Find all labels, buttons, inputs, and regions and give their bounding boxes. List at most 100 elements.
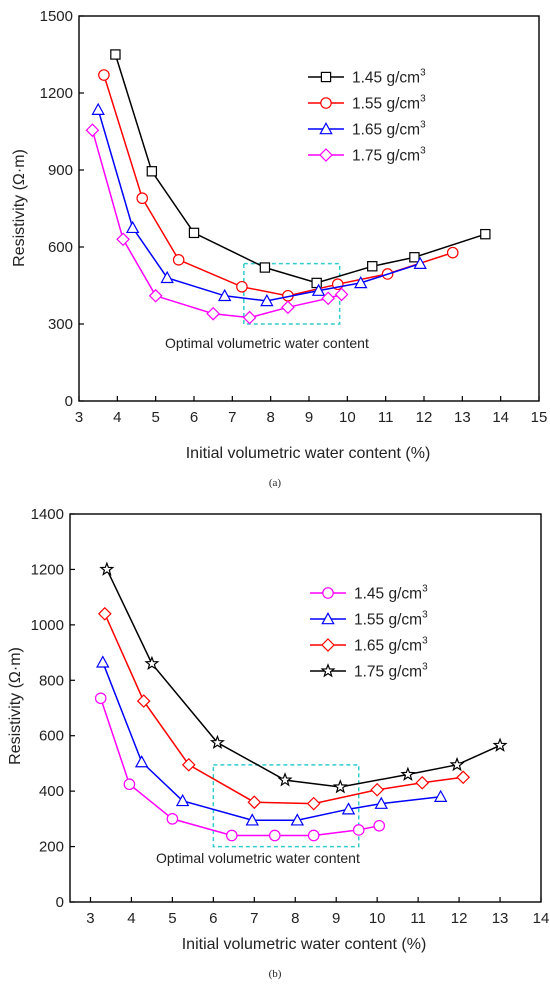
legend-label-superscript: 3 [420,120,426,131]
data-point [354,275,368,289]
x-tick-label: 14 [533,910,550,927]
x-tick-label: 9 [305,409,313,426]
legend-label: 1.55 g/cm3 [354,610,428,629]
data-point [247,795,262,810]
legend-entry: 1.65 g/cm3 [308,120,426,139]
legend-label-superscript: 3 [422,584,428,595]
series-line [104,613,464,805]
data-point [209,734,225,750]
x-tick-label: 13 [454,409,471,426]
legend-marker [321,638,335,652]
data-point [307,829,320,842]
series-4 [85,123,349,325]
series-3 [91,102,427,307]
data-point [409,252,420,263]
data-point [374,796,388,809]
data-point [160,270,174,284]
y-tick-label: 1200 [31,561,64,578]
x-tick-label: 6 [190,409,198,426]
y-tick-label: 600 [48,239,73,256]
data-point [400,766,416,781]
legend-label: 1.65 g/cm3 [354,636,428,655]
data-point [321,291,336,306]
y-tick-label: 300 [48,316,73,333]
series-3 [97,606,471,811]
data-point [268,829,281,842]
y-tick-label: 600 [39,728,64,745]
legend-entry: 1.45 g/cm3 [308,68,426,87]
y-tick-label: 1500 [40,8,73,25]
data-point [94,692,107,705]
data-point [277,772,293,787]
data-point [415,775,430,790]
y-tick-label: 900 [48,162,73,179]
data-point [281,300,295,315]
data-point [188,227,200,239]
optimal-region-box [212,764,360,848]
data-point [260,293,274,307]
data-point [332,779,348,794]
data-point [116,232,130,247]
x-tick-label: 10 [339,409,356,426]
data-point [492,737,508,752]
y-axis-label: Resistivity (Ω·m) [7,647,24,765]
data-point [242,310,257,325]
y-tick-label: 1400 [31,506,64,523]
legend-label: 1.45 g/cm3 [354,584,428,603]
chart-a: 0 300 600 900 1200 1500 3 4 5 6 7 8 9 10 11 12 13 14 15 O… [11,8,548,489]
data-point [172,254,185,266]
x-tick-label: 11 [410,910,426,927]
series-line [97,109,421,302]
data-point [148,288,163,303]
legend-entry: 1.75 g/cm3 [308,146,426,165]
legend-entry: 1.55 g/cm3 [308,94,426,113]
series-line [102,662,441,821]
legend-marker [320,71,332,83]
data-point [181,757,196,772]
legend-marker [319,122,333,135]
x-tick-label: 7 [228,409,236,426]
series-line [99,698,380,837]
x-tick-label: 6 [209,910,217,927]
x-tick-label: 10 [369,910,386,927]
legend-label: 1.75 g/cm3 [354,662,428,681]
data-point [125,220,140,234]
series-4 [99,561,508,794]
series-line [103,74,454,297]
data-point [144,655,160,671]
y-tick-label: 0 [56,894,64,911]
legend-label-superscript: 3 [422,610,428,621]
data-point [136,694,151,708]
x-tick-label: 8 [266,409,274,426]
y-tick-label: 1200 [40,85,73,102]
data-point [367,261,378,272]
caption-a: (a) [269,477,282,489]
data-point [446,246,459,259]
optimal-region-box [243,262,341,325]
x-tick-label: 15 [531,409,548,426]
x-tick-label: 7 [250,910,258,927]
data-point [98,69,110,81]
legend-marker [321,612,335,625]
legend-label: 1.75 g/cm3 [352,146,426,165]
legend-label-superscript: 3 [420,94,426,105]
data-point [85,123,100,138]
x-axis-label: Initial volumetric water content (%) [182,936,427,953]
data-point [166,813,179,825]
data-point [334,287,349,302]
legend-label-superscript: 3 [422,662,428,673]
y-tick-label: 0 [65,393,73,410]
optimal-annotation: Optimal volumetric water content [156,850,360,866]
legend-label-superscript: 3 [422,636,428,647]
x-tick-label: 4 [113,409,121,426]
x-tick-label: 5 [168,910,176,927]
legend-label-superscript: 3 [420,68,426,79]
caption-b: (b) [269,968,282,980]
data-point [96,655,110,668]
chart-b: 0 200 400 600 800 1000 1200 1400 3 4 5 6 7 8 9 10 11 12 1… [7,506,550,980]
data-point [433,789,448,802]
series-1 [110,49,491,289]
series-2 [96,655,448,826]
data-point [449,756,465,772]
y-tick-label: 800 [39,672,64,689]
